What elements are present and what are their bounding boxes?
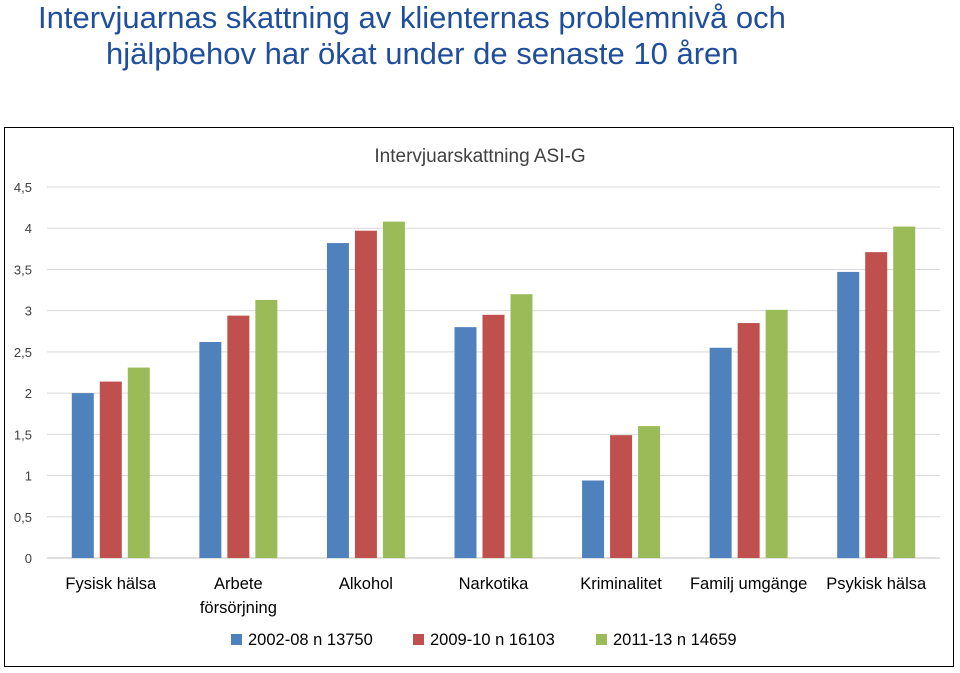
bar bbox=[610, 435, 633, 558]
bar bbox=[709, 347, 732, 558]
bar bbox=[482, 314, 505, 558]
y-tick-label: 4 bbox=[25, 221, 32, 236]
y-tick-label: 2 bbox=[25, 386, 32, 401]
bar bbox=[765, 309, 788, 558]
bar bbox=[737, 323, 760, 558]
legend-swatch bbox=[413, 634, 424, 645]
y-tick-label: 3 bbox=[25, 304, 32, 319]
bar bbox=[326, 243, 349, 558]
x-tick-label: Fysisk hälsa bbox=[65, 575, 157, 593]
bar bbox=[638, 426, 661, 558]
legend-label: 2009-10 n 16103 bbox=[430, 631, 555, 649]
bar bbox=[227, 315, 250, 558]
bar-chart: 0 0,5 1 1,5 2 2,5 3 3,5 4 4,5 Fysisk hälsa Arbete f… bbox=[14, 146, 940, 649]
x-tick-label: Arbete bbox=[214, 575, 263, 593]
x-tick-label: Kriminalitet bbox=[580, 575, 662, 593]
bar bbox=[454, 327, 477, 558]
y-tick-label: 1,5 bbox=[14, 427, 32, 442]
chart-title: Intervjuarskattning ASI-G bbox=[374, 146, 585, 167]
bars bbox=[71, 221, 916, 559]
y-tick-label: 0 bbox=[25, 551, 32, 566]
bar bbox=[837, 271, 860, 558]
y-axis: 0 0,5 1 1,5 2 2,5 3 3,5 4 4,5 bbox=[14, 180, 32, 566]
x-axis: Fysisk hälsa Arbete försörjning Alkohol Nark… bbox=[65, 575, 927, 617]
bar bbox=[71, 393, 94, 558]
x-tick-label: Familj umgänge bbox=[690, 575, 807, 593]
y-tick-label: 1 bbox=[25, 469, 32, 484]
bar bbox=[354, 230, 377, 558]
bar bbox=[255, 299, 278, 558]
y-tick-label: 4,5 bbox=[14, 180, 32, 195]
x-tick-label: försörjning bbox=[200, 599, 277, 617]
legend: 2002-08 n 13750 2009-10 n 16103 2011-13 n … bbox=[231, 631, 737, 649]
chart-frame: 0 0,5 1 1,5 2 2,5 3 3,5 4 4,5 Fysisk hälsa Arbete f… bbox=[4, 127, 954, 667]
legend-label: 2011-13 n 14659 bbox=[613, 631, 737, 649]
y-tick-label: 3,5 bbox=[14, 262, 32, 277]
bar bbox=[893, 226, 916, 558]
legend-swatch bbox=[231, 634, 242, 645]
bar bbox=[582, 480, 605, 558]
legend-swatch bbox=[596, 634, 607, 645]
slide-title: Intervjuarnas skattning av klienternas p… bbox=[38, 0, 938, 72]
x-tick-label: Alkohol bbox=[339, 575, 393, 593]
legend-label: 2002-08 n 13750 bbox=[248, 631, 373, 649]
y-tick-label: 2,5 bbox=[14, 345, 32, 360]
x-tick-label: Narkotika bbox=[459, 575, 530, 593]
bar bbox=[99, 381, 122, 558]
slide-title-line-2: hjälpbehov har ökat under de senaste 10 … bbox=[106, 36, 739, 71]
bar bbox=[865, 252, 888, 558]
x-tick-label: Psykisk hälsa bbox=[826, 575, 927, 593]
bar bbox=[510, 294, 533, 558]
bar bbox=[199, 341, 222, 558]
bar bbox=[127, 367, 150, 558]
y-tick-label: 0,5 bbox=[14, 510, 32, 525]
bar bbox=[382, 221, 405, 559]
slide-title-line-1: Intervjuarnas skattning av klienternas p… bbox=[38, 0, 786, 35]
